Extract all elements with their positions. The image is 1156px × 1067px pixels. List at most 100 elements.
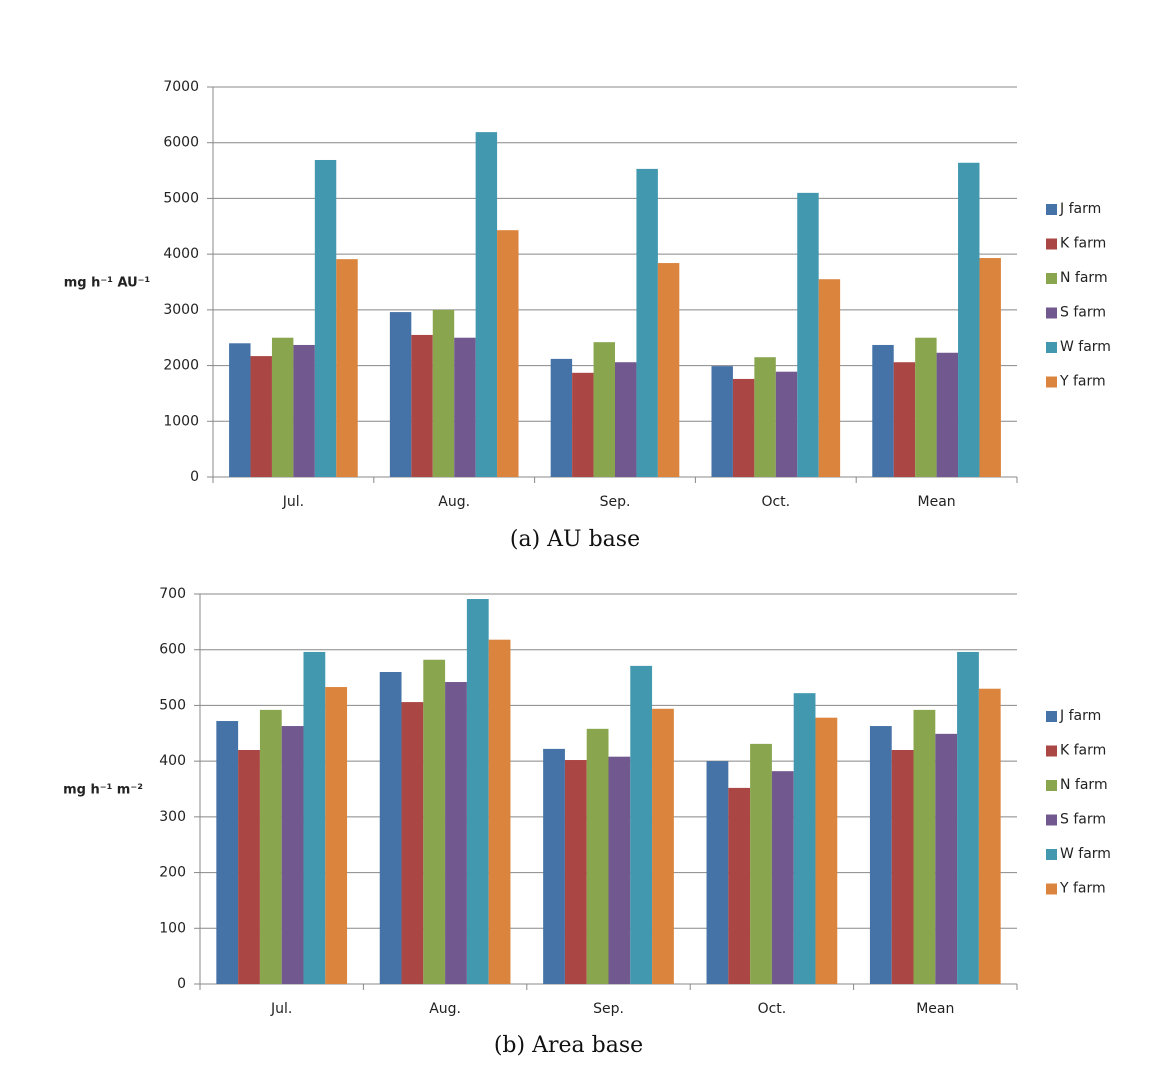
y-tick-label: 700 <box>159 586 186 602</box>
bar <box>586 728 609 984</box>
bar <box>913 709 936 984</box>
bar <box>325 687 348 984</box>
y-tick-label: 0 <box>177 976 186 992</box>
bar <box>872 344 894 477</box>
bar <box>615 362 637 477</box>
bar <box>411 334 433 477</box>
y-tick-label: 1000 <box>163 413 199 429</box>
bar <box>818 279 841 477</box>
y-axis-label: mg h⁻¹ AU⁻¹ <box>64 276 151 291</box>
bar <box>815 717 838 984</box>
bar <box>314 159 337 477</box>
bar <box>891 750 914 984</box>
bar <box>750 743 772 984</box>
bar <box>432 309 455 477</box>
bar <box>389 312 412 477</box>
bar <box>293 344 315 477</box>
legend-swatch <box>1046 883 1057 895</box>
bar <box>728 787 751 984</box>
legend-label: W farm <box>1060 339 1111 355</box>
bar <box>711 366 733 477</box>
legend-swatch <box>1046 238 1057 250</box>
x-tick-label: Jul. <box>282 494 304 510</box>
x-tick-label: Mean <box>918 494 956 510</box>
x-tick-label: Oct. <box>761 494 790 510</box>
legend-label: N farm <box>1060 270 1108 286</box>
bar <box>869 726 892 984</box>
legend-swatch <box>1046 745 1057 757</box>
bar <box>238 750 260 984</box>
legend-swatch <box>1046 376 1057 388</box>
legend-swatch <box>1046 814 1057 826</box>
x-tick-label: Mean <box>916 1001 954 1017</box>
bar <box>797 192 819 477</box>
y-tick-label: 7000 <box>163 79 199 95</box>
bar <box>978 688 1001 984</box>
legend-swatch <box>1046 780 1057 791</box>
bar <box>893 362 916 477</box>
y-tick-label: 4000 <box>163 246 199 262</box>
bar <box>475 132 498 477</box>
bar <box>979 258 1001 477</box>
bar <box>379 672 402 984</box>
bar <box>652 708 674 984</box>
legend-swatch <box>1046 849 1057 860</box>
legend-label: S farm <box>1060 812 1106 828</box>
y-tick-label: 3000 <box>163 302 199 318</box>
bar <box>775 371 798 477</box>
x-tick-label: Jul. <box>270 1001 292 1017</box>
bar <box>564 760 587 984</box>
bar <box>957 651 979 984</box>
y-tick-label: 500 <box>159 697 186 713</box>
bar <box>630 665 653 984</box>
bar <box>754 357 776 477</box>
x-tick-label: Sep. <box>600 494 631 510</box>
legend-label: J farm <box>1059 201 1101 217</box>
bar <box>793 693 816 984</box>
y-tick-label: 400 <box>159 753 186 769</box>
legend-swatch <box>1046 204 1057 215</box>
y-tick-label: 0 <box>190 469 199 485</box>
legend-label: K farm <box>1060 743 1106 759</box>
legend-label: W farm <box>1060 846 1111 862</box>
bar <box>608 756 631 984</box>
bar <box>454 337 476 477</box>
bar <box>466 599 489 984</box>
legend-label: Y farm <box>1059 374 1106 390</box>
x-tick-label: Oct. <box>758 1001 787 1017</box>
y-tick-label: 200 <box>159 865 186 881</box>
legend-swatch <box>1046 307 1057 319</box>
bar <box>706 761 729 984</box>
bar <box>593 342 615 477</box>
y-tick-label: 300 <box>159 809 186 825</box>
bar <box>401 702 424 984</box>
bar <box>657 263 680 477</box>
bar <box>935 733 958 984</box>
bar <box>259 709 282 984</box>
x-tick-label: Sep. <box>593 1001 624 1017</box>
bar <box>303 651 326 984</box>
bar <box>936 352 959 477</box>
bar <box>915 337 937 477</box>
legend-swatch <box>1046 273 1057 284</box>
legend-swatch <box>1046 711 1057 722</box>
legend-label: J farm <box>1059 708 1101 724</box>
bar <box>550 358 573 477</box>
bar <box>636 168 658 477</box>
bar <box>543 748 565 984</box>
bar <box>423 659 446 984</box>
caption: (b) Area base <box>494 1033 643 1058</box>
bar <box>250 356 272 477</box>
legend-label: S farm <box>1060 305 1106 321</box>
y-tick-label: 100 <box>159 920 186 936</box>
legend-label: K farm <box>1060 236 1106 252</box>
bar <box>488 639 511 984</box>
bar <box>445 682 467 984</box>
legend-swatch <box>1046 342 1057 353</box>
bar <box>958 162 980 477</box>
bar <box>497 230 519 477</box>
bar <box>216 721 239 984</box>
y-axis-label: mg h⁻¹ m⁻² <box>63 783 143 798</box>
bar <box>229 343 251 477</box>
bar <box>281 726 304 984</box>
